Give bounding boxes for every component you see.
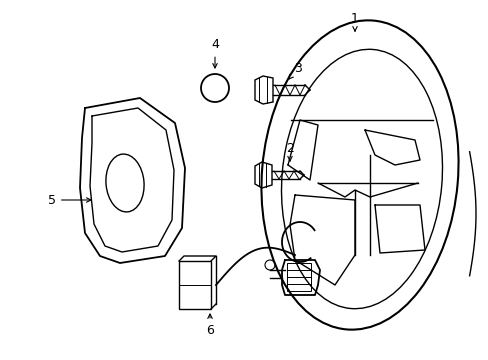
Text: 1: 1 (350, 12, 358, 31)
Text: 6: 6 (205, 314, 214, 337)
Bar (179, 261, 210, 309)
Bar (286, 263, 310, 291)
Text: 5: 5 (48, 194, 91, 207)
Text: 4: 4 (211, 39, 219, 68)
Text: 2: 2 (285, 141, 293, 161)
Text: 3: 3 (288, 62, 301, 79)
